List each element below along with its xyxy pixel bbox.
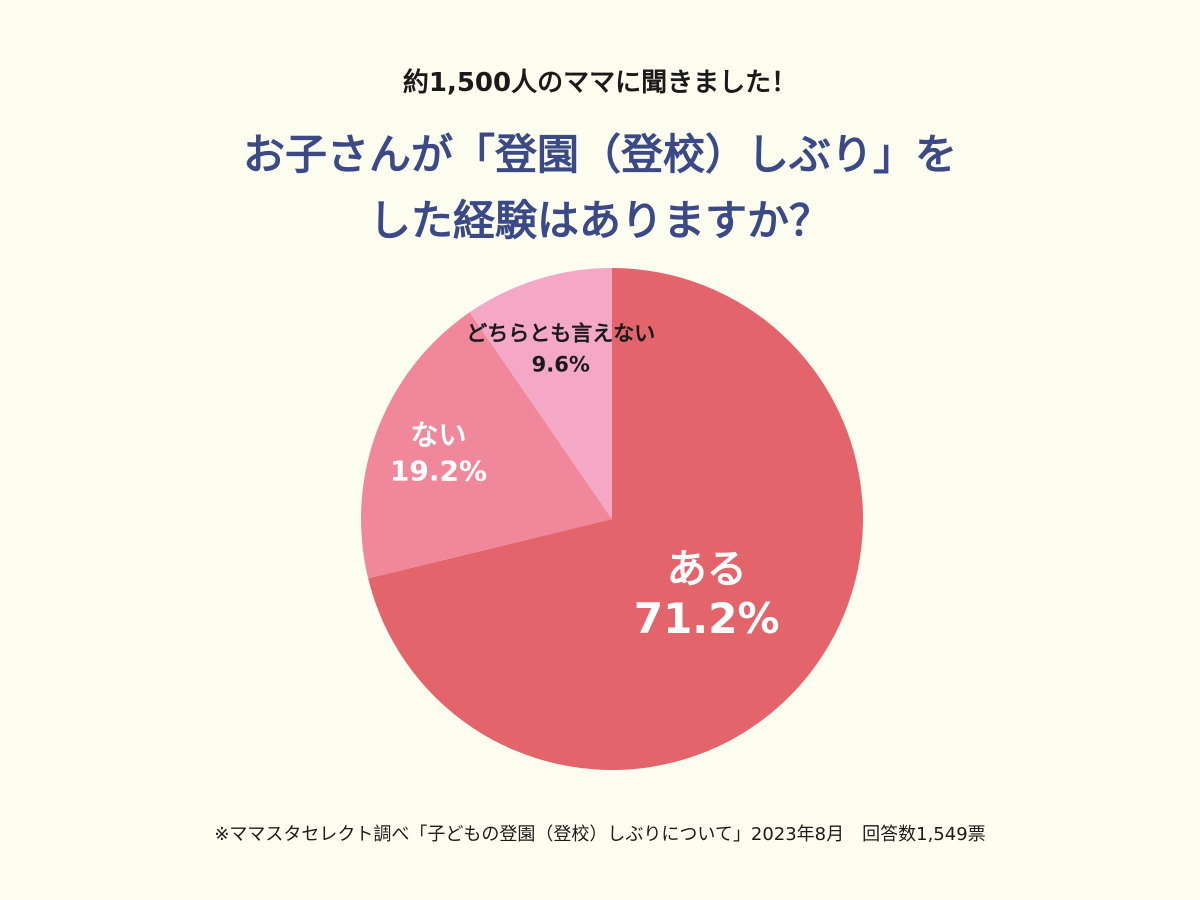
survey-subtitle: 約1,500人のママに聞きました！ [402, 68, 798, 98]
slice-value-label: 71.2% [634, 594, 780, 643]
pie-slice-2 [361, 312, 612, 579]
slice-name-label: ない [410, 419, 466, 452]
chart-title-line-1: お子さんが「登園（登校）しぶり」を [242, 130, 957, 179]
pie-slice-1 [368, 268, 863, 770]
pie-slice-3 [469, 268, 612, 519]
slice-value-label: 9.6% [532, 352, 590, 376]
slice-name-label: どちらとも言えない [466, 321, 655, 345]
chart-title-line-2: した経験はありますか？ [368, 196, 831, 245]
slice-name-label: ある [667, 546, 747, 592]
chart-title: お子さんが「登園（登校）しぶり」を した経験はありますか？ [0, 122, 1200, 254]
source-footnote: ※ママスタセレクト調べ「子どもの登園（登校）しぶりについて」2023年8月 回答… [214, 824, 986, 845]
slice-value-label: 19.2% [390, 455, 487, 488]
